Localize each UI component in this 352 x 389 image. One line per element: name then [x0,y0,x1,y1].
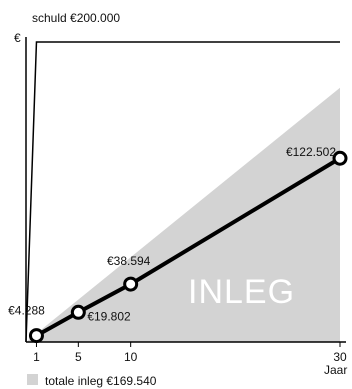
debt-label: schuld €200.000 [32,11,120,25]
value-series: €4.288 €19.802 €38.594 €122.502 [8,145,348,344]
data-label: €38.594 [107,254,151,268]
area-label-inleg: INLEG [188,273,295,311]
x-tick-label: 30 [333,350,347,364]
data-label: €19.802 [87,309,131,323]
data-point [28,328,44,344]
legend-swatch [27,374,38,385]
legend-label: totale inleg €169.540 [45,374,157,388]
data-point [70,304,86,320]
debt-line [25,41,340,343]
y-axis-label: € [14,31,21,45]
data-label: €122.502 [286,145,336,159]
x-ticks: 1 5 10 30 [33,342,347,364]
data-label: €4.288 [8,304,45,318]
data-point [123,276,139,292]
x-tick-label: 5 [75,350,82,364]
total-contribution-area [26,87,340,342]
value-line [35,156,342,338]
x-tick-label: 10 [124,350,138,364]
data-point [332,150,348,166]
x-axis-label: Jaar [324,363,347,377]
x-tick-label: 1 [33,350,40,364]
